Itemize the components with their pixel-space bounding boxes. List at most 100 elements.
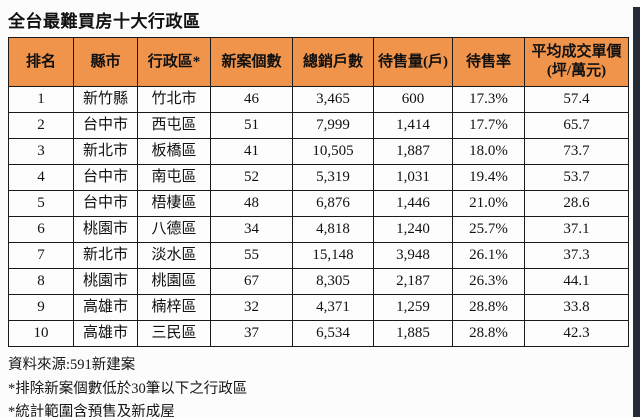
- table-cell: 51: [210, 112, 293, 139]
- table-cell: 55: [210, 242, 293, 269]
- table-cell: 1,885: [373, 320, 453, 347]
- table-cell: 17.7%: [452, 112, 525, 139]
- table-cell: 新竹縣: [73, 86, 138, 113]
- footnotes: 資料來源:591新建案 *排除新案個數低於30筆以下之行政區 *統計範圍含預售及…: [8, 357, 640, 417]
- table-cell: 53.7: [524, 164, 629, 191]
- table-cell: 48: [210, 190, 293, 217]
- table-cell: 21.0%: [452, 190, 525, 217]
- column-header: 總銷戶數: [292, 37, 374, 87]
- table-row: 8 桃園市 桃園區 67 8,305 2,187 26.3% 44.1: [8, 268, 629, 295]
- table-cell: 26.1%: [452, 242, 525, 269]
- table-row: 2 台中市 西屯區 51 7,999 1,414 17.7% 65.7: [8, 112, 629, 139]
- table-row: 9 高雄市 楠梓區 32 4,371 1,259 28.8% 33.8: [8, 294, 629, 321]
- table-cell: 42.3: [524, 320, 629, 347]
- table-cell: 37.1: [524, 216, 629, 243]
- header-row: 排名 縣市 行政區* 新案個數 總銷戶數 待售量(戶) 待售率 平均成交單價 (坪/萬元): [8, 37, 629, 87]
- table-cell: 37.3: [524, 242, 629, 269]
- column-header: 排名: [8, 37, 74, 87]
- housing-table: 排名 縣市 行政區* 新案個數 總銷戶數 待售量(戶) 待售率 平均成交單價 (坪/萬元) 1…: [8, 37, 629, 347]
- scope-note: *統計範圍含預售及新成屋: [8, 404, 175, 417]
- table-cell: 竹北市: [137, 86, 211, 113]
- table-cell: 34: [210, 216, 293, 243]
- table-row: 4 台中市 南屯區 52 5,319 1,031 19.4% 53.7: [8, 164, 629, 191]
- table-cell: 南屯區: [137, 164, 211, 191]
- table-cell: 桃園區: [137, 268, 211, 295]
- table-cell: 17.3%: [452, 86, 525, 113]
- table-cell: 八德區: [137, 216, 211, 243]
- page-title: 全台最難買房十大行政區: [8, 12, 201, 31]
- column-header: 待售率: [452, 37, 525, 87]
- table-cell: 新北市: [73, 242, 138, 269]
- table-cell: 台中市: [73, 190, 138, 217]
- table-cell: 7,999: [292, 112, 374, 139]
- table-cell: 三民區: [137, 320, 211, 347]
- table-cell: 台中市: [73, 112, 138, 139]
- table-cell: 3,465: [292, 86, 374, 113]
- table-cell: 5,319: [292, 164, 374, 191]
- table-row: 3 新北市 板橋區 41 10,505 1,887 18.0% 73.7: [8, 138, 629, 165]
- table-cell: 26.3%: [452, 268, 525, 295]
- table-cell: 6,876: [292, 190, 374, 217]
- table-cell: 西屯區: [137, 112, 211, 139]
- column-header: 行政區*: [137, 37, 211, 87]
- table-cell: 19.4%: [452, 164, 525, 191]
- table-cell: 37: [210, 320, 293, 347]
- table-cell: 1: [8, 86, 74, 113]
- table-cell: 1,446: [373, 190, 453, 217]
- table-cell: 28.8%: [452, 294, 525, 321]
- table-cell: 8,305: [292, 268, 374, 295]
- table-cell: 桃園市: [73, 216, 138, 243]
- table-row: 1 新竹縣 竹北市 46 3,465 600 17.3% 57.4: [8, 86, 629, 113]
- table-cell: 65.7: [524, 112, 629, 139]
- table-cell: 4: [8, 164, 74, 191]
- table-cell: 10,505: [292, 138, 374, 165]
- table-cell: 46: [210, 86, 293, 113]
- table-cell: 1,887: [373, 138, 453, 165]
- table-cell: 5: [8, 190, 74, 217]
- table-cell: 2,187: [373, 268, 453, 295]
- column-header: 新案個數: [210, 37, 293, 87]
- table-cell: 44.1: [524, 268, 629, 295]
- table-cell: 15,148: [292, 242, 374, 269]
- table-cell: 73.7: [524, 138, 629, 165]
- table-cell: 3: [8, 138, 74, 165]
- table-row: 7 新北市 淡水區 55 15,148 3,948 26.1% 37.3: [8, 242, 629, 269]
- table-cell: 4,371: [292, 294, 374, 321]
- table-cell: 桃園市: [73, 268, 138, 295]
- table-cell: 1,414: [373, 112, 453, 139]
- table-cell: 7: [8, 242, 74, 269]
- table-row: 5 台中市 梧棲區 48 6,876 1,446 21.0% 28.6: [8, 190, 629, 217]
- table-cell: 8: [8, 268, 74, 295]
- table-cell: 台中市: [73, 164, 138, 191]
- table-cell: 板橋區: [137, 138, 211, 165]
- table-cell: 6: [8, 216, 74, 243]
- table-cell: 18.0%: [452, 138, 525, 165]
- table-cell: 52: [210, 164, 293, 191]
- table-cell: 32: [210, 294, 293, 321]
- data-source-note: 資料來源:591新建案: [8, 357, 136, 373]
- table-cell: 梧棲區: [137, 190, 211, 217]
- screen-edge-band: [633, 7, 640, 417]
- table-body: 1 新竹縣 竹北市 46 3,465 600 17.3% 57.4 2 台中市 西屯區 51 7,999…: [8, 86, 629, 347]
- table-cell: 9: [8, 294, 74, 321]
- exclusion-note: *排除新案個數低於30筆以下之行政區: [8, 380, 248, 397]
- table-cell: 楠梓區: [137, 294, 211, 321]
- table-cell: 1,240: [373, 216, 453, 243]
- table-cell: 41: [210, 138, 293, 165]
- column-header: 平均成交單價 (坪/萬元): [524, 37, 629, 87]
- table-cell: 57.4: [524, 86, 629, 113]
- table-row: 10 高雄市 三民區 37 6,534 1,885 28.8% 42.3: [8, 320, 629, 347]
- table-cell: 6,534: [292, 320, 374, 347]
- table-cell: 67: [210, 268, 293, 295]
- table-cell: 28.6: [524, 190, 629, 217]
- table-row: 6 桃園市 八德區 34 4,818 1,240 25.7% 37.1: [8, 216, 629, 243]
- column-header: 待售量(戶): [373, 37, 453, 87]
- table-cell: 1,259: [373, 294, 453, 321]
- table-cell: 淡水區: [137, 242, 211, 269]
- table-cell: 高雄市: [73, 294, 138, 321]
- table-cell: 3,948: [373, 242, 453, 269]
- table-cell: 高雄市: [73, 320, 138, 347]
- table-cell: 2: [8, 112, 74, 139]
- table-cell: 28.8%: [452, 320, 525, 347]
- table-cell: 新北市: [73, 138, 138, 165]
